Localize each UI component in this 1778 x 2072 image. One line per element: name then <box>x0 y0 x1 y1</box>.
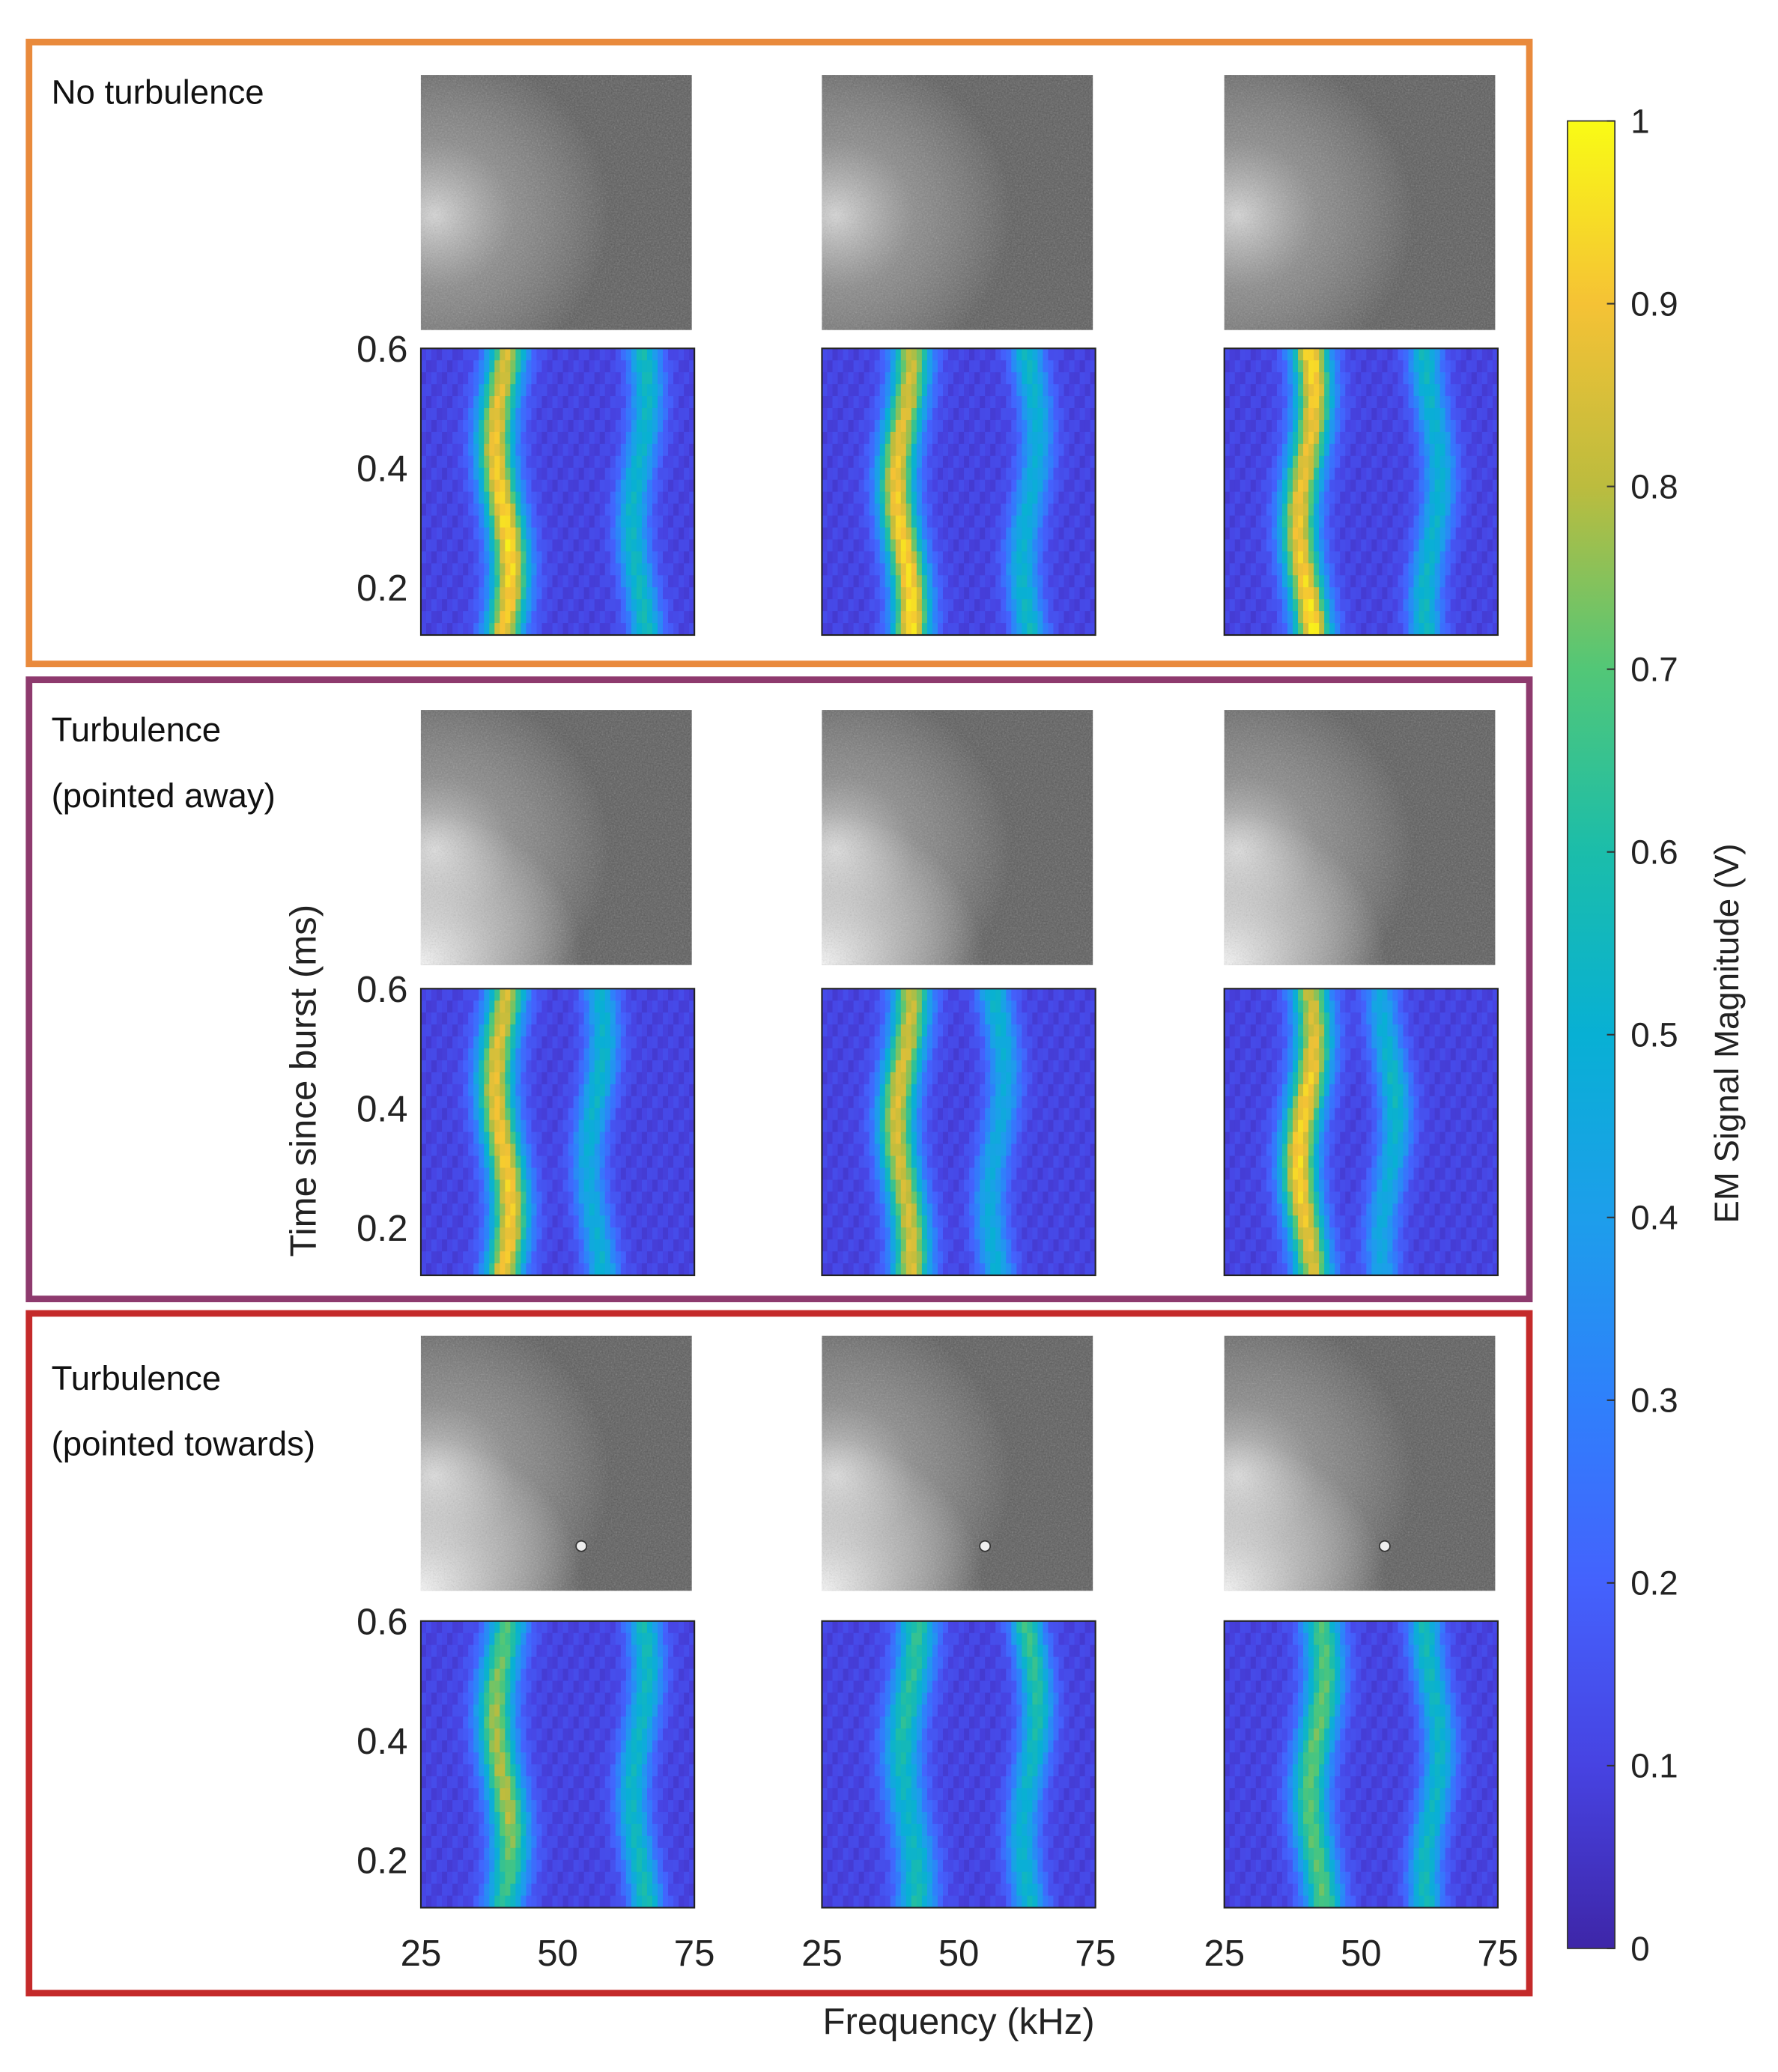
group-label-pointed-away-sub: (pointed away) <box>52 777 276 815</box>
y-tick-label: 0.2 <box>356 1841 407 1881</box>
colorbar-tick-label: 0.9 <box>1630 285 1678 323</box>
spectrogram-panel <box>1223 347 1499 637</box>
camera-image <box>1224 710 1496 965</box>
group-label-pointed-towards-sub: (pointed towards) <box>52 1425 316 1463</box>
spectrogram-panel <box>1223 1620 1499 1909</box>
x-tick-label: 50 <box>938 1933 980 1974</box>
x-tick-label: 75 <box>674 1933 715 1974</box>
spectrogram-panel <box>419 988 696 1277</box>
colorbar-tick-label: 1 <box>1630 102 1649 140</box>
spectrogram-panel <box>821 988 1096 1277</box>
group-frame-pointed-towards <box>25 1310 1533 1997</box>
y-tick-label: 0.6 <box>356 970 407 1010</box>
colorbar-tick-label: 0.3 <box>1630 1382 1678 1420</box>
y-tick-label: 0.4 <box>356 1722 407 1762</box>
colorbar-tick-label: 0.6 <box>1630 833 1678 872</box>
y-tick-label: 0.4 <box>356 1089 407 1129</box>
group-label-no-turbulence: No turbulence <box>52 73 264 112</box>
y-tick-label: 0.6 <box>356 329 407 370</box>
x-tick-label: 75 <box>1075 1933 1116 1974</box>
camera-image <box>822 75 1093 330</box>
camera-image <box>822 1335 1093 1591</box>
spectrogram-panel <box>419 347 696 637</box>
x-tick-label: 25 <box>1204 1933 1245 1974</box>
camera-images <box>420 75 1496 1591</box>
x-tick-label: 50 <box>1341 1933 1382 1974</box>
colorbar-ticks: 0 0.1 0.2 0.3 0.4 0.5 0.6 0.7 0.8 0.9 1 <box>1606 102 1678 1968</box>
y-tick-label: 0.2 <box>356 568 407 609</box>
spectrogram-panel <box>1223 988 1499 1277</box>
x-tick-label: 75 <box>1478 1933 1519 1974</box>
colorbar-tick-label: 0.8 <box>1630 467 1678 505</box>
group-label-pointed-towards: Turbulence <box>52 1359 222 1397</box>
camera-image <box>1224 1335 1496 1591</box>
y-tick-label: 0.4 <box>356 449 407 489</box>
x-tick-label: 50 <box>537 1933 578 1974</box>
camera-image <box>420 75 692 330</box>
camera-image <box>420 1335 692 1591</box>
x-tick-label: 25 <box>401 1933 442 1974</box>
y-tick-label: 0.2 <box>356 1209 407 1249</box>
colorbar-tick-label: 0.2 <box>1630 1564 1678 1602</box>
colorbar-tick-label: 0.5 <box>1630 1016 1678 1054</box>
camera-image <box>822 710 1093 965</box>
spectrogram-panel <box>419 1620 696 1909</box>
colorbar-label: EM Signal Magnitude (V) <box>1708 843 1746 1223</box>
colorbar-tick-label: 0.4 <box>1630 1199 1678 1237</box>
spectrogram-panel <box>821 1620 1096 1909</box>
colorbar-tick-label: 0.7 <box>1630 650 1678 688</box>
group-frame-pointed-away <box>25 676 1533 1303</box>
x-tick-label: 25 <box>801 1933 843 1974</box>
group-frame-no-turbulence <box>25 38 1533 668</box>
colorbar-tick-label: 0 <box>1630 1930 1649 1968</box>
axis-ticks: 0.2 0.4 0.6 0.2 0.4 0.6 0.2 0.4 0.6 25 50 75 25 50 75 2… <box>356 329 1518 1974</box>
spectrogram-panels <box>419 347 1499 1909</box>
group-label-pointed-away: Turbulence <box>52 711 222 749</box>
camera-image <box>420 710 692 965</box>
colorbar-tick-label: 0.1 <box>1630 1747 1678 1785</box>
y-axis-title: Time since burst (ms) <box>284 905 324 1257</box>
y-tick-label: 0.6 <box>356 1602 407 1642</box>
camera-image <box>1224 75 1496 330</box>
spectrogram-panel <box>821 347 1096 637</box>
x-axis-title: Frequency (kHz) <box>822 2002 1094 2042</box>
